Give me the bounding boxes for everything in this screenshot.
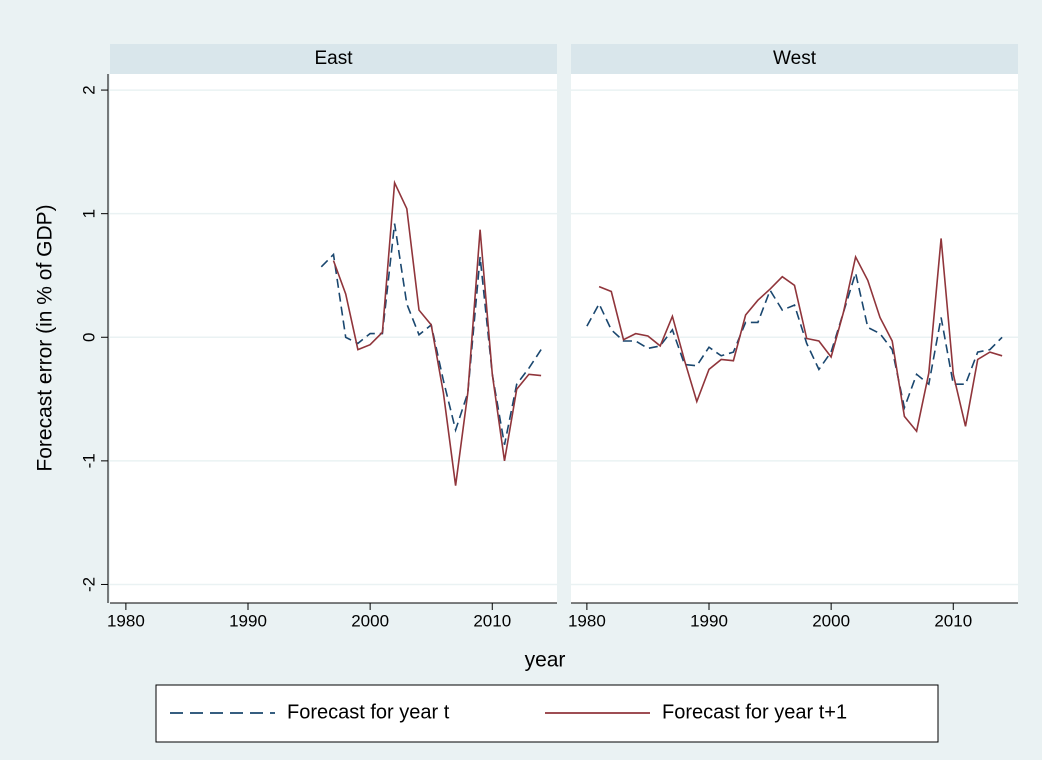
y-tick-label: 2 — [79, 85, 98, 94]
x-tick-label: 1980 — [107, 611, 145, 630]
y-tick-label: -2 — [79, 577, 98, 592]
x-tick-label: 2010 — [934, 611, 972, 630]
legend-label: Forecast for year t — [287, 701, 450, 723]
x-axis-title: year — [525, 649, 566, 672]
legend-label: Forecast for year t+1 — [662, 701, 847, 723]
y-tick-label: 1 — [79, 209, 98, 218]
y-axis-title: Forecast error (in % of GDP) — [34, 204, 57, 471]
y-tick-label: -1 — [79, 453, 98, 468]
plot-area — [571, 74, 1018, 603]
x-tick-label: 1980 — [568, 611, 606, 630]
x-tick-label: 2000 — [812, 611, 850, 630]
strip — [110, 44, 557, 74]
series-line — [586, 269, 1003, 411]
series-line — [598, 238, 1003, 433]
x-tick-label: 2000 — [351, 611, 389, 630]
panel-title: East — [314, 48, 353, 69]
x-tick-label: 1990 — [690, 611, 728, 630]
x-tick-label: 2010 — [473, 611, 511, 630]
panel-title: West — [773, 48, 817, 69]
plot-area — [110, 74, 557, 603]
series-line — [332, 179, 542, 486]
x-tick-label: 1990 — [229, 611, 267, 630]
y-tick-label: 0 — [79, 333, 98, 342]
strip — [571, 44, 1018, 74]
